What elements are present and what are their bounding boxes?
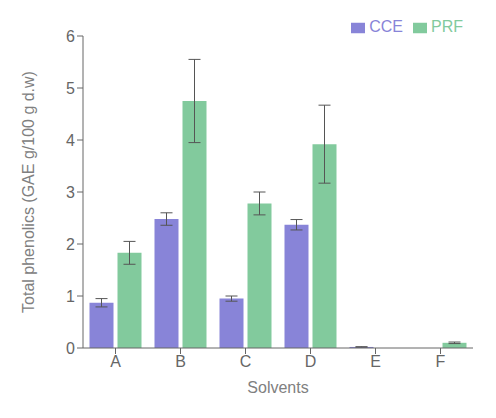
svg-text:0: 0 [66,340,75,357]
svg-text:C: C [240,353,252,370]
svg-text:B: B [175,353,186,370]
svg-text:Total phenolics (GAE g/100 g d: Total phenolics (GAE g/100 g d.w) [20,71,37,313]
svg-text:4: 4 [66,132,75,149]
svg-text:Solvents: Solvents [247,379,308,396]
svg-text:6: 6 [66,28,75,45]
svg-text:3: 3 [66,184,75,201]
svg-text:F: F [436,353,446,370]
html-text:PRF: PRF [431,18,463,35]
svg-text:A: A [110,353,121,370]
html-text:CCE: CCE [369,18,403,35]
svg-text:D: D [305,353,317,370]
svg-text:1: 1 [66,288,75,305]
svg-text:5: 5 [66,80,75,97]
svg-text:2: 2 [66,236,75,253]
svg-text:E: E [370,353,381,370]
